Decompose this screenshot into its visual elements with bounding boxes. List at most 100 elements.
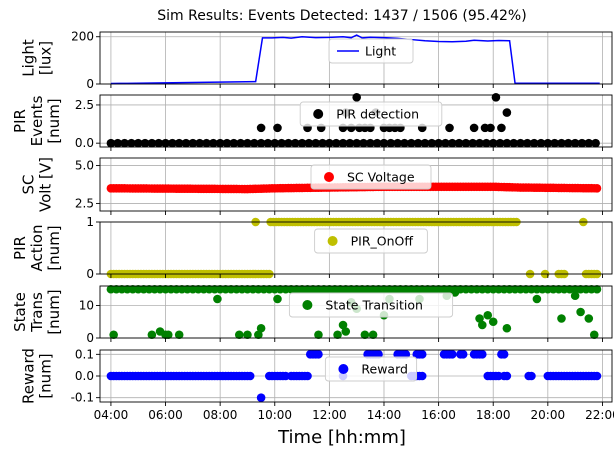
- y-axis-label: [num]: [37, 353, 55, 398]
- data-point: [256, 138, 266, 148]
- data-point: [290, 138, 300, 148]
- data-point: [188, 138, 198, 148]
- data-point: [273, 294, 282, 304]
- data-point: [106, 138, 116, 148]
- data-point: [236, 138, 245, 148]
- x-tick-label: 04:00: [94, 408, 129, 422]
- y-tick-label: 2.5: [75, 196, 94, 210]
- data-point: [254, 330, 263, 340]
- data-point: [133, 138, 143, 148]
- data-point: [360, 330, 370, 340]
- data-point: [532, 294, 542, 304]
- data-point: [195, 138, 204, 148]
- data-point: [297, 138, 307, 148]
- y-tick-label: 0.0: [75, 369, 94, 383]
- data-point: [417, 350, 427, 359]
- data-point: [420, 138, 430, 148]
- plot-area: [106, 284, 602, 340]
- x-tick-label: 18:00: [476, 408, 511, 422]
- data-point: [401, 350, 411, 359]
- x-axis-label: Time [hh:mm]: [278, 427, 406, 448]
- data-point: [174, 330, 184, 340]
- data-point: [127, 138, 136, 148]
- y-axis-label: Trans: [28, 292, 46, 333]
- legend-label: PIR detection: [336, 107, 419, 122]
- legend-box: [310, 164, 432, 190]
- legend-label: State Transition: [325, 298, 423, 313]
- y-axis-label: Action: [28, 225, 46, 272]
- data-point: [359, 138, 368, 148]
- legend-box: [314, 228, 428, 254]
- data-point: [256, 393, 266, 402]
- y-axis-label: State: [11, 292, 29, 332]
- y-axis-label: [num]: [45, 225, 63, 270]
- data-point: [379, 138, 389, 148]
- data-point: [109, 330, 118, 340]
- data-point: [497, 123, 506, 133]
- data-point: [413, 138, 423, 148]
- y-tick-label: 200: [71, 30, 94, 44]
- y-axis-label: Events: [28, 95, 46, 146]
- y-tick-label: 10: [79, 299, 94, 313]
- data-point: [154, 138, 164, 148]
- subplot-4: 0 1 PIR Action [num] PIR_OnOff: [11, 215, 613, 281]
- data-point: [366, 138, 375, 148]
- legend: SC Voltage: [310, 164, 432, 190]
- y-tick-label: 0: [86, 331, 94, 345]
- data-point: [475, 138, 484, 148]
- data-point: [557, 314, 566, 323]
- data-point: [447, 138, 457, 148]
- data-point: [147, 138, 157, 148]
- data-point: [368, 330, 378, 340]
- data-point: [523, 138, 532, 148]
- data-point: [482, 138, 491, 148]
- data-point: [469, 123, 479, 133]
- data-point: [589, 330, 599, 340]
- legend-label: Reward: [361, 362, 408, 377]
- legend: Light: [328, 38, 414, 64]
- data-point: [445, 123, 454, 133]
- data-point: [352, 138, 361, 148]
- subplot-6: -0.1 0.0 0.1 04:00 06:00 08:00 10:00 12:00 14:00…: [20, 347, 614, 422]
- x-tick-label: 16:00: [421, 408, 456, 422]
- data-point: [447, 350, 457, 359]
- legend: Reward: [324, 356, 418, 382]
- legend-label: PIR_OnOff: [351, 234, 414, 249]
- data-point: [245, 371, 255, 381]
- data-point: [243, 330, 252, 340]
- data-point: [314, 330, 323, 340]
- data-point: [434, 138, 443, 148]
- data-point: [570, 138, 580, 148]
- data-point: [564, 138, 573, 148]
- data-point: [502, 323, 512, 333]
- subplot-frame: [99, 157, 613, 212]
- data-point: [147, 330, 157, 340]
- data-point: [576, 307, 585, 317]
- data-point: [543, 138, 553, 148]
- data-point: [495, 138, 505, 148]
- data-point: [374, 350, 383, 359]
- data-point: [488, 317, 498, 327]
- data-point: [284, 138, 293, 148]
- data-point: [243, 138, 252, 148]
- subplot-frame: [99, 94, 613, 148]
- data-point: [592, 284, 602, 294]
- y-axis-label: Volt [V]: [37, 157, 55, 212]
- data-point: [213, 294, 222, 304]
- data-point: [270, 138, 280, 148]
- data-point: [584, 314, 594, 323]
- data-point: [386, 138, 396, 148]
- data-point: [345, 138, 355, 148]
- data-point: [249, 138, 259, 148]
- data-point: [273, 123, 282, 133]
- data-point: [550, 138, 559, 148]
- y-tick-label: 0: [86, 77, 94, 91]
- data-point: [314, 350, 323, 359]
- data-point: [333, 330, 342, 340]
- y-axis-label: [num]: [45, 98, 63, 143]
- subplot-frame: [99, 285, 613, 339]
- data-point: [311, 138, 321, 148]
- legend-swatch: [338, 364, 349, 374]
- data-point: [486, 123, 495, 133]
